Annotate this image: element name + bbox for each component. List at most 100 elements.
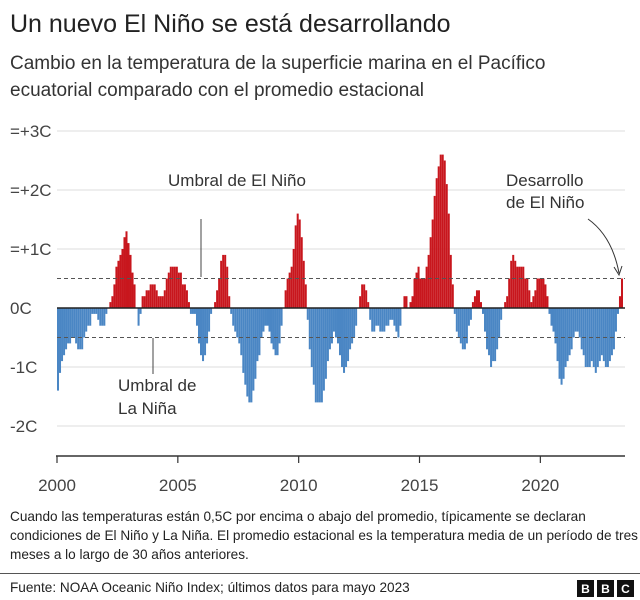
bar [252,308,255,391]
bar [453,308,456,314]
bar [564,308,567,367]
bar [548,308,551,314]
bar [83,308,86,338]
bar [324,308,327,379]
footnote: Cuando las temperaturas están 0,5C por e… [10,509,638,562]
bar [461,308,464,350]
bar [469,308,472,320]
bar [361,284,364,308]
bar [125,231,128,308]
bar [181,284,184,308]
bar [260,308,263,338]
bar [558,308,561,379]
bar [230,308,233,314]
bar [578,308,581,338]
bar [105,308,108,314]
bar [308,308,311,350]
y-tick-label: -1C [10,358,37,377]
bar [522,266,525,308]
bar [171,266,174,308]
bar [580,308,583,350]
bar [377,308,380,326]
bar [592,308,595,367]
bar [147,290,150,308]
bar [576,308,579,332]
bar [423,278,426,308]
bar [381,308,384,332]
bar [373,308,376,332]
bar [473,296,476,308]
bar [355,308,358,326]
bar [163,290,166,308]
development-label: Desarrollo [506,171,583,190]
divider [0,573,640,574]
bar [451,284,454,308]
bar [274,308,277,356]
bar [363,284,366,308]
bar [514,260,517,308]
bar [63,308,66,356]
bar [574,308,577,332]
bar [131,272,134,308]
bar [435,178,438,308]
bar [594,308,597,373]
bar [304,284,307,308]
bar [375,308,378,326]
bar [226,266,229,308]
bar [409,302,412,308]
bar [320,308,323,403]
bar [129,254,132,308]
bar [512,254,515,308]
bar [242,308,245,373]
bar [568,308,571,356]
bar [59,308,62,373]
bar [288,272,291,308]
bar [506,296,509,308]
arrow [587,218,620,274]
y-tick-label: 0C [10,299,32,318]
bar [334,308,337,338]
bar [586,308,589,367]
bar [155,290,158,308]
bar [618,296,621,308]
x-tick-label: 2000 [38,476,76,495]
bar [614,308,617,332]
bar [73,308,76,338]
bar [175,266,178,308]
bar [433,195,436,308]
bar [139,308,142,314]
bar [500,308,503,320]
bar [272,308,275,350]
bar [582,308,585,356]
bar [65,308,68,350]
bar [598,308,601,362]
arrow-head-icon [613,265,623,277]
bar [113,284,116,308]
bar [330,308,333,344]
bar [328,308,331,350]
bar [228,296,231,308]
bar [292,249,295,308]
bar [479,302,483,308]
bar [101,308,104,326]
bar [286,278,289,308]
bar [417,266,420,308]
bar [244,308,247,385]
bar [91,308,94,314]
bar [216,290,219,308]
bar [143,296,146,308]
bar [67,308,70,344]
bar [455,308,458,332]
bar [349,308,352,350]
bar [302,260,305,308]
bar [165,278,168,308]
bar [421,278,424,308]
bar [69,308,72,344]
bar [431,219,434,308]
bar [526,278,529,308]
bar [383,308,386,332]
bar [210,308,213,314]
bar [353,308,356,338]
bar [208,308,211,332]
bar [590,308,593,362]
